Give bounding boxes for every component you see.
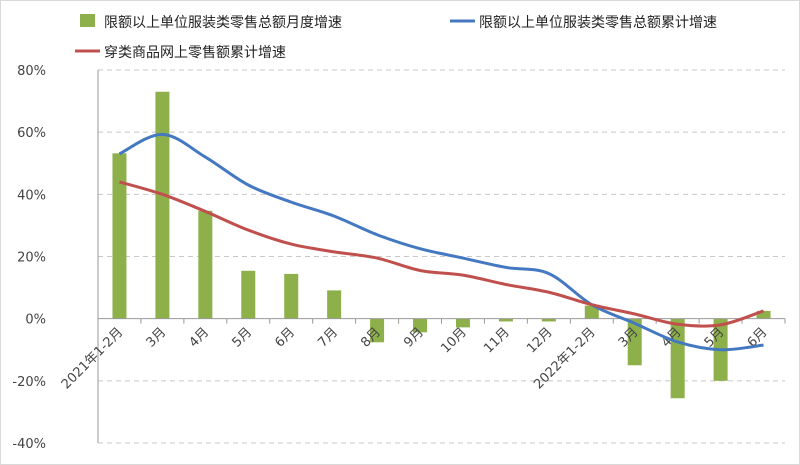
bar xyxy=(112,153,127,319)
x-tick-label: 4月 xyxy=(187,325,213,351)
y-tick-label: -20% xyxy=(12,375,46,390)
y-tick-label: 20% xyxy=(17,251,46,266)
bar xyxy=(670,318,685,399)
bar xyxy=(584,305,599,319)
x-tick-label: 2021年1-2月 xyxy=(59,325,126,392)
bar xyxy=(327,290,342,319)
bar xyxy=(455,318,470,328)
x-tick-label: 12月 xyxy=(524,325,555,356)
bar xyxy=(541,318,556,322)
legend-label: 穿类商品网上零售额累计增速 xyxy=(104,45,286,61)
x-tick-label: 7月 xyxy=(315,325,341,351)
bar xyxy=(241,270,256,319)
y-tick-label: 80% xyxy=(17,64,46,79)
bar xyxy=(498,318,513,322)
bar xyxy=(155,91,170,319)
bar xyxy=(284,273,299,319)
x-tick-label: 11月 xyxy=(481,325,512,356)
bar xyxy=(756,310,771,319)
bar xyxy=(413,318,428,333)
x-tick-label: 6月 xyxy=(272,325,298,351)
series-line-online-apparel xyxy=(119,180,765,328)
bar xyxy=(627,318,642,366)
x-tick-label: 3月 xyxy=(144,325,170,351)
bar xyxy=(370,318,385,343)
x-tick-label: 10月 xyxy=(438,325,469,356)
series-line-cumulative xyxy=(118,132,764,352)
legend-label: 限额以上单位服装类零售总额累计增速 xyxy=(479,15,717,31)
bar xyxy=(198,210,213,319)
y-tick-label: -40% xyxy=(12,437,46,452)
legend-swatch-bar xyxy=(80,14,95,27)
y-tick-label: 40% xyxy=(17,188,46,203)
y-tick-label: 0% xyxy=(25,313,46,328)
legend-label: 限额以上单位服装类零售总额月度增速 xyxy=(104,15,342,31)
x-tick-label: 5月 xyxy=(229,325,255,351)
y-tick-label: 60% xyxy=(17,126,46,141)
